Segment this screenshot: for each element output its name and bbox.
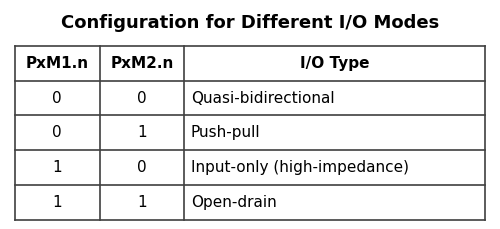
Text: 0: 0 (52, 125, 62, 140)
Text: PxM2.n: PxM2.n (110, 56, 174, 71)
Text: PxM1.n: PxM1.n (26, 56, 89, 71)
Text: Quasi-bidirectional: Quasi-bidirectional (190, 90, 334, 106)
Text: 1: 1 (52, 160, 62, 175)
Text: Configuration for Different I/O Modes: Configuration for Different I/O Modes (61, 14, 439, 32)
Text: 0: 0 (137, 90, 146, 106)
Text: 0: 0 (52, 90, 62, 106)
Text: Push-pull: Push-pull (190, 125, 260, 140)
Text: Input-only (high-impedance): Input-only (high-impedance) (190, 160, 408, 175)
Text: 0: 0 (137, 160, 146, 175)
Text: 1: 1 (137, 195, 146, 210)
Text: I/O Type: I/O Type (300, 56, 370, 71)
Text: Open-drain: Open-drain (190, 195, 276, 210)
Text: 1: 1 (137, 125, 146, 140)
Text: 1: 1 (52, 195, 62, 210)
